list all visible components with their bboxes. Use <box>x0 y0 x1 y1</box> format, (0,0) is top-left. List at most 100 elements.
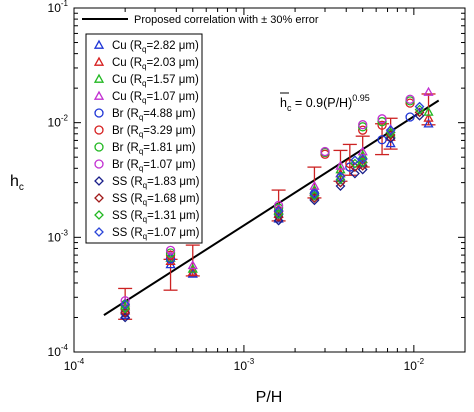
legend-marker <box>93 90 105 100</box>
legend-label: SS (Rq=1.83 μm) <box>112 176 200 190</box>
legend-marker <box>93 73 105 83</box>
data-point <box>377 117 387 127</box>
y-axis-title: hc <box>10 173 24 193</box>
data-point <box>423 86 434 96</box>
legend-label-subscript: q <box>143 232 147 241</box>
legend-label: Cu (Rq=2.03 μm) <box>112 57 199 71</box>
data-point <box>350 168 360 179</box>
legend-label-value: =2.82 μm) <box>146 40 198 52</box>
data-point <box>187 268 198 278</box>
equation-exponent: 0.95 <box>352 93 370 103</box>
legend-entry: Br (Rq=3.29 μm) <box>94 125 196 139</box>
legend-marker <box>93 39 105 49</box>
legend-label-subscript: q <box>143 215 147 224</box>
legend-label: SS (Rq=1.07 μm) <box>112 227 200 241</box>
ticks <box>73 7 466 353</box>
equation-lhs: h <box>280 96 287 110</box>
data-point <box>385 125 396 136</box>
data-point <box>423 112 434 122</box>
x-tick-label: 10-2 <box>404 357 425 373</box>
x-tick-base: 10 <box>404 359 418 373</box>
x-tick-exponent: -2 <box>417 357 425 366</box>
data-point <box>377 120 387 130</box>
legend-entry: SS (Rq=1.07 μm) <box>94 227 200 241</box>
legend-label-name: SS (R <box>112 176 143 188</box>
legend-label-name: Cu (R <box>112 74 142 86</box>
data-point <box>357 154 368 165</box>
x-tick-label: 10-3 <box>234 357 255 373</box>
data-point <box>187 259 198 270</box>
legend-label-name: Cu (R <box>112 40 142 52</box>
data-point <box>335 160 346 170</box>
x-axis-title: P/H <box>256 389 283 406</box>
top-legend-label: Proposed correlation with ± 30% error <box>134 14 319 26</box>
legend-items: Cu (Rq=2.82 μm)Cu (Rq=2.03 μm)Cu (Rq=1.5… <box>93 39 200 241</box>
data-point <box>358 125 368 135</box>
equation-lhs-subscript: c <box>287 103 292 113</box>
data-point <box>309 188 320 199</box>
legend-label-subscript: q <box>139 113 143 122</box>
legend-label-name: Br (R <box>112 108 139 120</box>
legend-marker <box>94 193 104 203</box>
legend-marker <box>94 108 104 118</box>
legend-entry: SS (Rq=1.31 μm) <box>94 210 200 224</box>
legend-label-name: SS (R <box>112 227 143 239</box>
legend-label-value: =1.07 μm) <box>143 159 195 171</box>
legend-label-subscript: q <box>142 79 146 88</box>
legend-label: Cu (Rq=2.82 μm) <box>112 40 199 54</box>
legend-label-name: Cu (R <box>112 57 142 69</box>
legend-label-subscript: q <box>143 181 147 190</box>
legend-entry: Br (Rq=1.81 μm) <box>94 142 196 156</box>
legend-label-value: =1.07 μm) <box>147 227 199 239</box>
y-tick-label: 10-3 <box>48 228 69 244</box>
legend-box <box>85 33 203 244</box>
x-tick-exponent: -3 <box>247 357 255 366</box>
data-points <box>120 86 434 323</box>
legend-label-value: =3.29 μm) <box>143 125 195 137</box>
legend-label: SS (Rq=1.31 μm) <box>112 210 200 224</box>
series-diamond <box>120 101 425 310</box>
y-tick-label: 10-1 <box>48 0 69 15</box>
legend-label-value: =1.83 μm) <box>147 176 199 188</box>
legend-marker <box>94 142 104 152</box>
plot-frame <box>73 7 466 353</box>
equation-rhs: = 0.9(P/H) <box>291 96 352 110</box>
legend-entry: SS (Rq=1.68 μm) <box>94 193 200 207</box>
y-tick-base: 10 <box>48 116 62 130</box>
legend-marker <box>94 227 104 237</box>
legend-label-subscript: q <box>143 198 147 207</box>
legend: Cu (Rq=2.82 μm)Cu (Rq=2.03 μm)Cu (Rq=1.5… <box>85 33 203 244</box>
correlation-equation: hc = 0.9(P/H)0.95 <box>280 93 370 113</box>
legend-marker <box>94 125 104 135</box>
data-point <box>350 155 360 166</box>
data-point <box>165 248 176 258</box>
legend-entry: Br (Rq=1.07 μm) <box>94 159 196 173</box>
legend-entry: Br (Rq=4.88 μm) <box>94 108 196 122</box>
x-tick-base: 10 <box>234 359 248 373</box>
legend-label: Br (Rq=3.29 μm) <box>112 125 196 139</box>
legend-label-name: Cu (R <box>112 91 142 103</box>
data-point <box>358 120 368 130</box>
legend-label-name: SS (R <box>112 210 143 222</box>
data-point <box>377 135 387 145</box>
legend-label: Br (Rq=4.88 μm) <box>112 108 196 122</box>
legend-label: Br (Rq=1.07 μm) <box>112 159 196 173</box>
data-point <box>405 112 415 122</box>
legend-label-subscript: q <box>142 62 146 71</box>
legend-label-value: =1.07 μm) <box>146 91 198 103</box>
legend-label-name: Br (R <box>112 142 139 154</box>
legend-label: SS (Rq=1.68 μm) <box>112 193 200 207</box>
legend-entry: Cu (Rq=1.57 μm) <box>93 73 199 88</box>
y-axis-title-subscript: c <box>19 182 24 193</box>
legend-label-value: =4.88 μm) <box>143 108 195 120</box>
y-axis-title-main: h <box>10 173 19 190</box>
legend-label-subscript: q <box>139 164 143 173</box>
data-point <box>120 312 131 323</box>
data-point <box>423 106 434 116</box>
y-tick-exponent: -1 <box>61 0 69 8</box>
legend-label-subscript: q <box>139 147 143 156</box>
x-tick-base: 10 <box>64 359 78 373</box>
y-tick-base: 10 <box>48 230 62 244</box>
legend-label-value: =1.68 μm) <box>147 193 199 205</box>
